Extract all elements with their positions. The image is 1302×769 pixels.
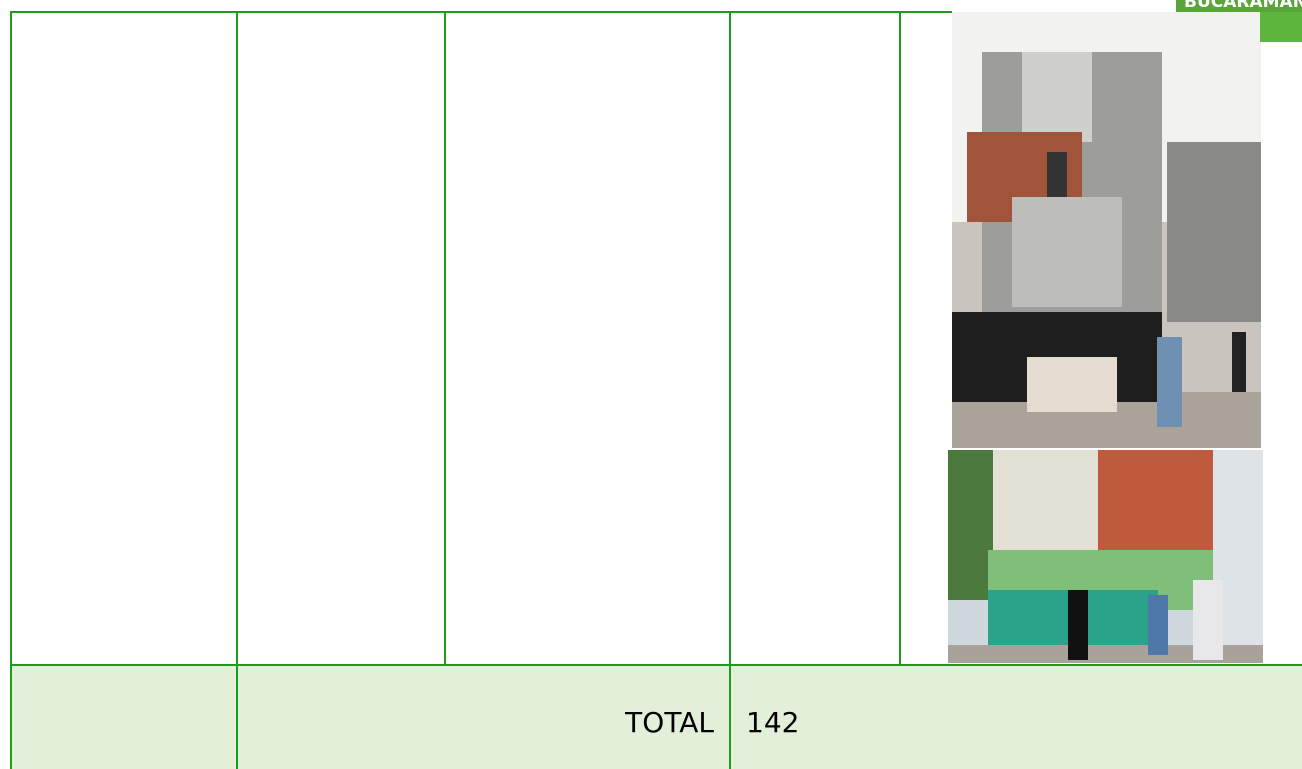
logo-text: BUCARAMAN xyxy=(1184,0,1302,12)
total-value: 142 xyxy=(746,709,799,737)
page: BUCARAMAN TOTAL 142 (() => { const data … xyxy=(0,0,1302,769)
table-border xyxy=(10,664,1302,666)
table-border xyxy=(444,11,446,666)
table-border xyxy=(236,11,238,769)
table-border xyxy=(10,11,12,769)
table-border xyxy=(10,11,952,13)
logo-block xyxy=(1260,12,1302,42)
photo-building xyxy=(952,12,1261,448)
photo-building xyxy=(948,450,1263,663)
table-border xyxy=(729,11,731,769)
logo: BUCARAMAN xyxy=(1176,0,1302,12)
total-label: TOTAL xyxy=(625,709,714,737)
table-border xyxy=(899,11,901,666)
